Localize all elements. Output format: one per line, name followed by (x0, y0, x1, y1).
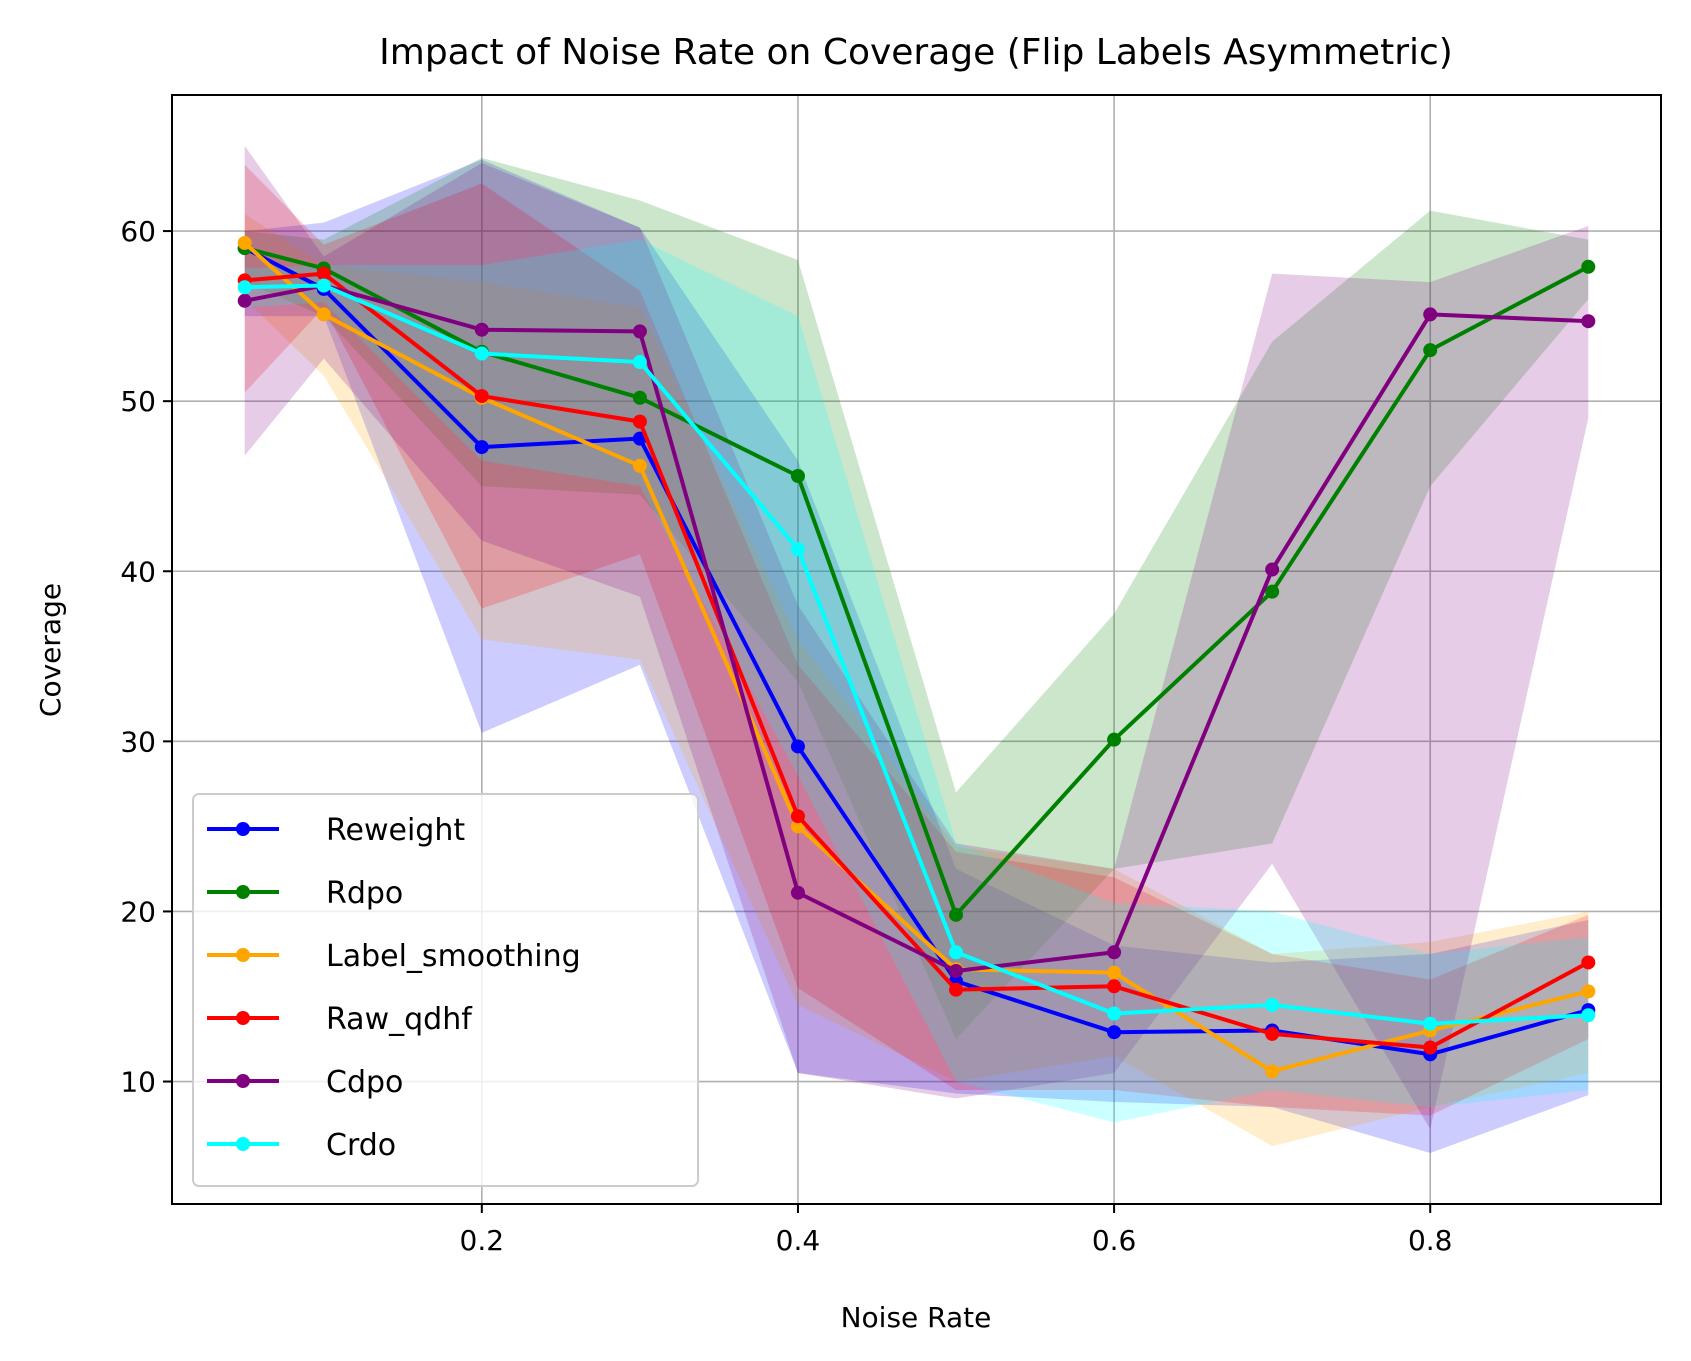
point-crdo (237, 280, 252, 295)
legend-marker-rdpo (236, 885, 250, 899)
line-crdo (242, 283, 1591, 1026)
band-rdpo (244, 157, 1589, 1040)
point-cdpo (1423, 307, 1438, 322)
legend-marker-raw-qdhf (236, 1011, 250, 1025)
y-tick-label: 50 (120, 385, 156, 418)
point-rdpo (949, 907, 964, 922)
band-cdpo (244, 146, 1589, 1130)
x-tick-label: 0.2 (460, 1224, 505, 1257)
legend-box (192, 793, 699, 1187)
point-crdo (632, 355, 647, 370)
point-cdpo (237, 293, 252, 308)
point-crdo (474, 346, 489, 361)
point-cdpo (1581, 314, 1596, 329)
point-raw-qdhf (1107, 979, 1122, 994)
point-raw-qdhf (316, 266, 331, 281)
legend-label-raw-qdhf: Raw_qdhf (326, 1002, 473, 1037)
point-label-smoothing (316, 307, 331, 322)
legend-label-label-smoothing: Label_smoothing (326, 939, 581, 974)
point-crdo (949, 945, 964, 960)
point-cdpo (1107, 945, 1122, 960)
point-label-smoothing (237, 235, 252, 250)
y-tick-label: 10 (120, 1066, 156, 1099)
chart-title: Impact of Noise Rate on Coverage (Flip L… (379, 32, 1453, 73)
legend-label-crdo: Crdo (326, 1128, 396, 1163)
point-crdo (1265, 997, 1280, 1012)
line-raw-qdhf (242, 271, 1591, 1050)
band-raw-qdhf (244, 164, 1589, 1116)
grid-lines (172, 95, 1661, 1204)
point-crdo (1581, 1008, 1596, 1023)
x-tick-label: 0.8 (1408, 1224, 1453, 1257)
legend-label-cdpo: Cdpo (326, 1065, 403, 1100)
band-crdo (244, 239, 1589, 1123)
point-raw-qdhf (632, 414, 647, 429)
x-tick-label: 0.6 (1092, 1224, 1137, 1257)
axis-ticks: 0.2 0.4 0.6 0.8 10 20 30 40 50 60 (120, 215, 1452, 1257)
y-tick-label: 60 (120, 215, 156, 248)
point-cdpo (949, 963, 964, 978)
point-reweight (790, 739, 805, 754)
line-label-smoothing (241, 240, 1591, 1074)
point-raw-qdhf (1265, 1026, 1280, 1041)
point-reweight (474, 440, 489, 455)
y-tick-label: 20 (120, 895, 156, 928)
point-crdo (1107, 1006, 1122, 1021)
point-cdpo (474, 322, 489, 337)
point-reweight (1107, 1025, 1122, 1040)
y-axis-label: Coverage (34, 583, 67, 717)
point-cdpo (1265, 562, 1280, 577)
band-label-smoothing (244, 214, 1589, 1147)
point-crdo (790, 542, 805, 557)
point-label-smoothing (1581, 984, 1596, 999)
x-tick-label: 0.4 (776, 1224, 821, 1257)
point-rdpo (1423, 343, 1438, 358)
legend-label-rdpo: Rdpo (326, 876, 403, 911)
y-tick-label: 30 (120, 725, 156, 758)
legend-marker-label-smoothing (236, 948, 250, 962)
point-label-smoothing (1107, 965, 1122, 980)
legend-marker-crdo (236, 1137, 250, 1151)
point-rdpo (1581, 259, 1596, 274)
confidence-bands (244, 146, 1589, 1153)
point-raw-qdhf (949, 982, 964, 997)
point-raw-qdhf (1423, 1040, 1438, 1055)
legend-label-reweight: Reweight (326, 813, 465, 848)
point-cdpo (632, 324, 647, 339)
series-lines (237, 235, 1596, 1079)
point-cdpo (790, 885, 805, 900)
legend-marker-cdpo (236, 1074, 250, 1088)
point-label-smoothing (632, 458, 647, 473)
point-rdpo (632, 390, 647, 405)
band-reweight (244, 159, 1589, 1153)
y-tick-label: 40 (120, 555, 156, 588)
x-axis-label: Noise Rate (841, 1301, 992, 1334)
point-raw-qdhf (790, 809, 805, 824)
point-rdpo (1107, 732, 1122, 747)
line-cdpo (242, 283, 1591, 973)
plot-frame (171, 94, 1662, 1205)
point-label-smoothing (1265, 1064, 1280, 1079)
point-rdpo (790, 469, 805, 484)
legend-marker-reweight (236, 822, 250, 836)
point-raw-qdhf (1581, 955, 1596, 970)
point-crdo (316, 278, 331, 293)
legend: Reweight Rdpo Label_smoothing Raw_qdhf Cdpo C… (192, 793, 699, 1187)
point-raw-qdhf (474, 389, 489, 404)
line-rdpo (242, 245, 1591, 917)
point-crdo (1423, 1016, 1438, 1031)
point-rdpo (1265, 584, 1280, 599)
